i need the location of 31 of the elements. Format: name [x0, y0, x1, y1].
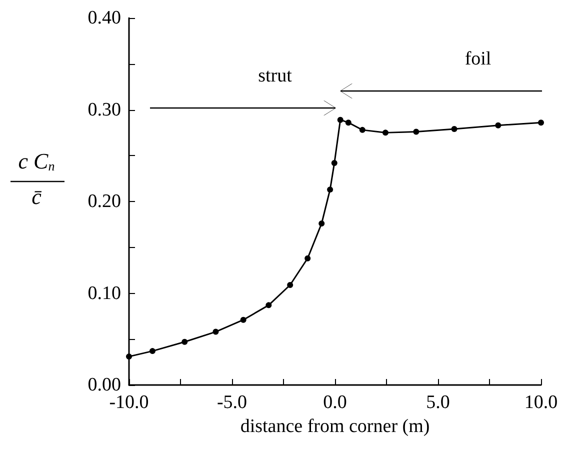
point	[538, 120, 544, 126]
y-tick-label: 0.10	[88, 282, 121, 304]
y-tick-label: 0.40	[88, 8, 121, 28]
x-tick-label: 10.0	[524, 392, 558, 413]
point	[331, 160, 338, 166]
annotation: foil	[464, 48, 492, 70]
point	[359, 126, 366, 133]
point	[327, 186, 334, 193]
x-axis-title: distance from corner (m)	[240, 416, 430, 437]
point	[212, 328, 219, 335]
annotation: strut	[258, 66, 293, 86]
x-tick-label: -5.0	[216, 392, 248, 413]
point	[266, 302, 272, 308]
point	[126, 354, 132, 360]
y-tick-label: 0.20	[88, 191, 121, 212]
point	[287, 282, 294, 288]
point	[149, 348, 156, 354]
point	[495, 122, 502, 128]
point	[451, 126, 458, 132]
point	[345, 120, 352, 126]
point	[240, 316, 246, 323]
y-tick-label: 0.30	[88, 99, 121, 120]
x-tick-label: 5.0	[426, 392, 450, 413]
x-tick-label: 0.0	[323, 392, 347, 413]
point	[337, 116, 344, 123]
point	[318, 220, 325, 227]
y-axis-title: c Cn c̄	[18, 148, 55, 209]
point	[304, 255, 311, 262]
point	[182, 338, 188, 345]
point	[382, 130, 388, 136]
point	[413, 128, 420, 135]
